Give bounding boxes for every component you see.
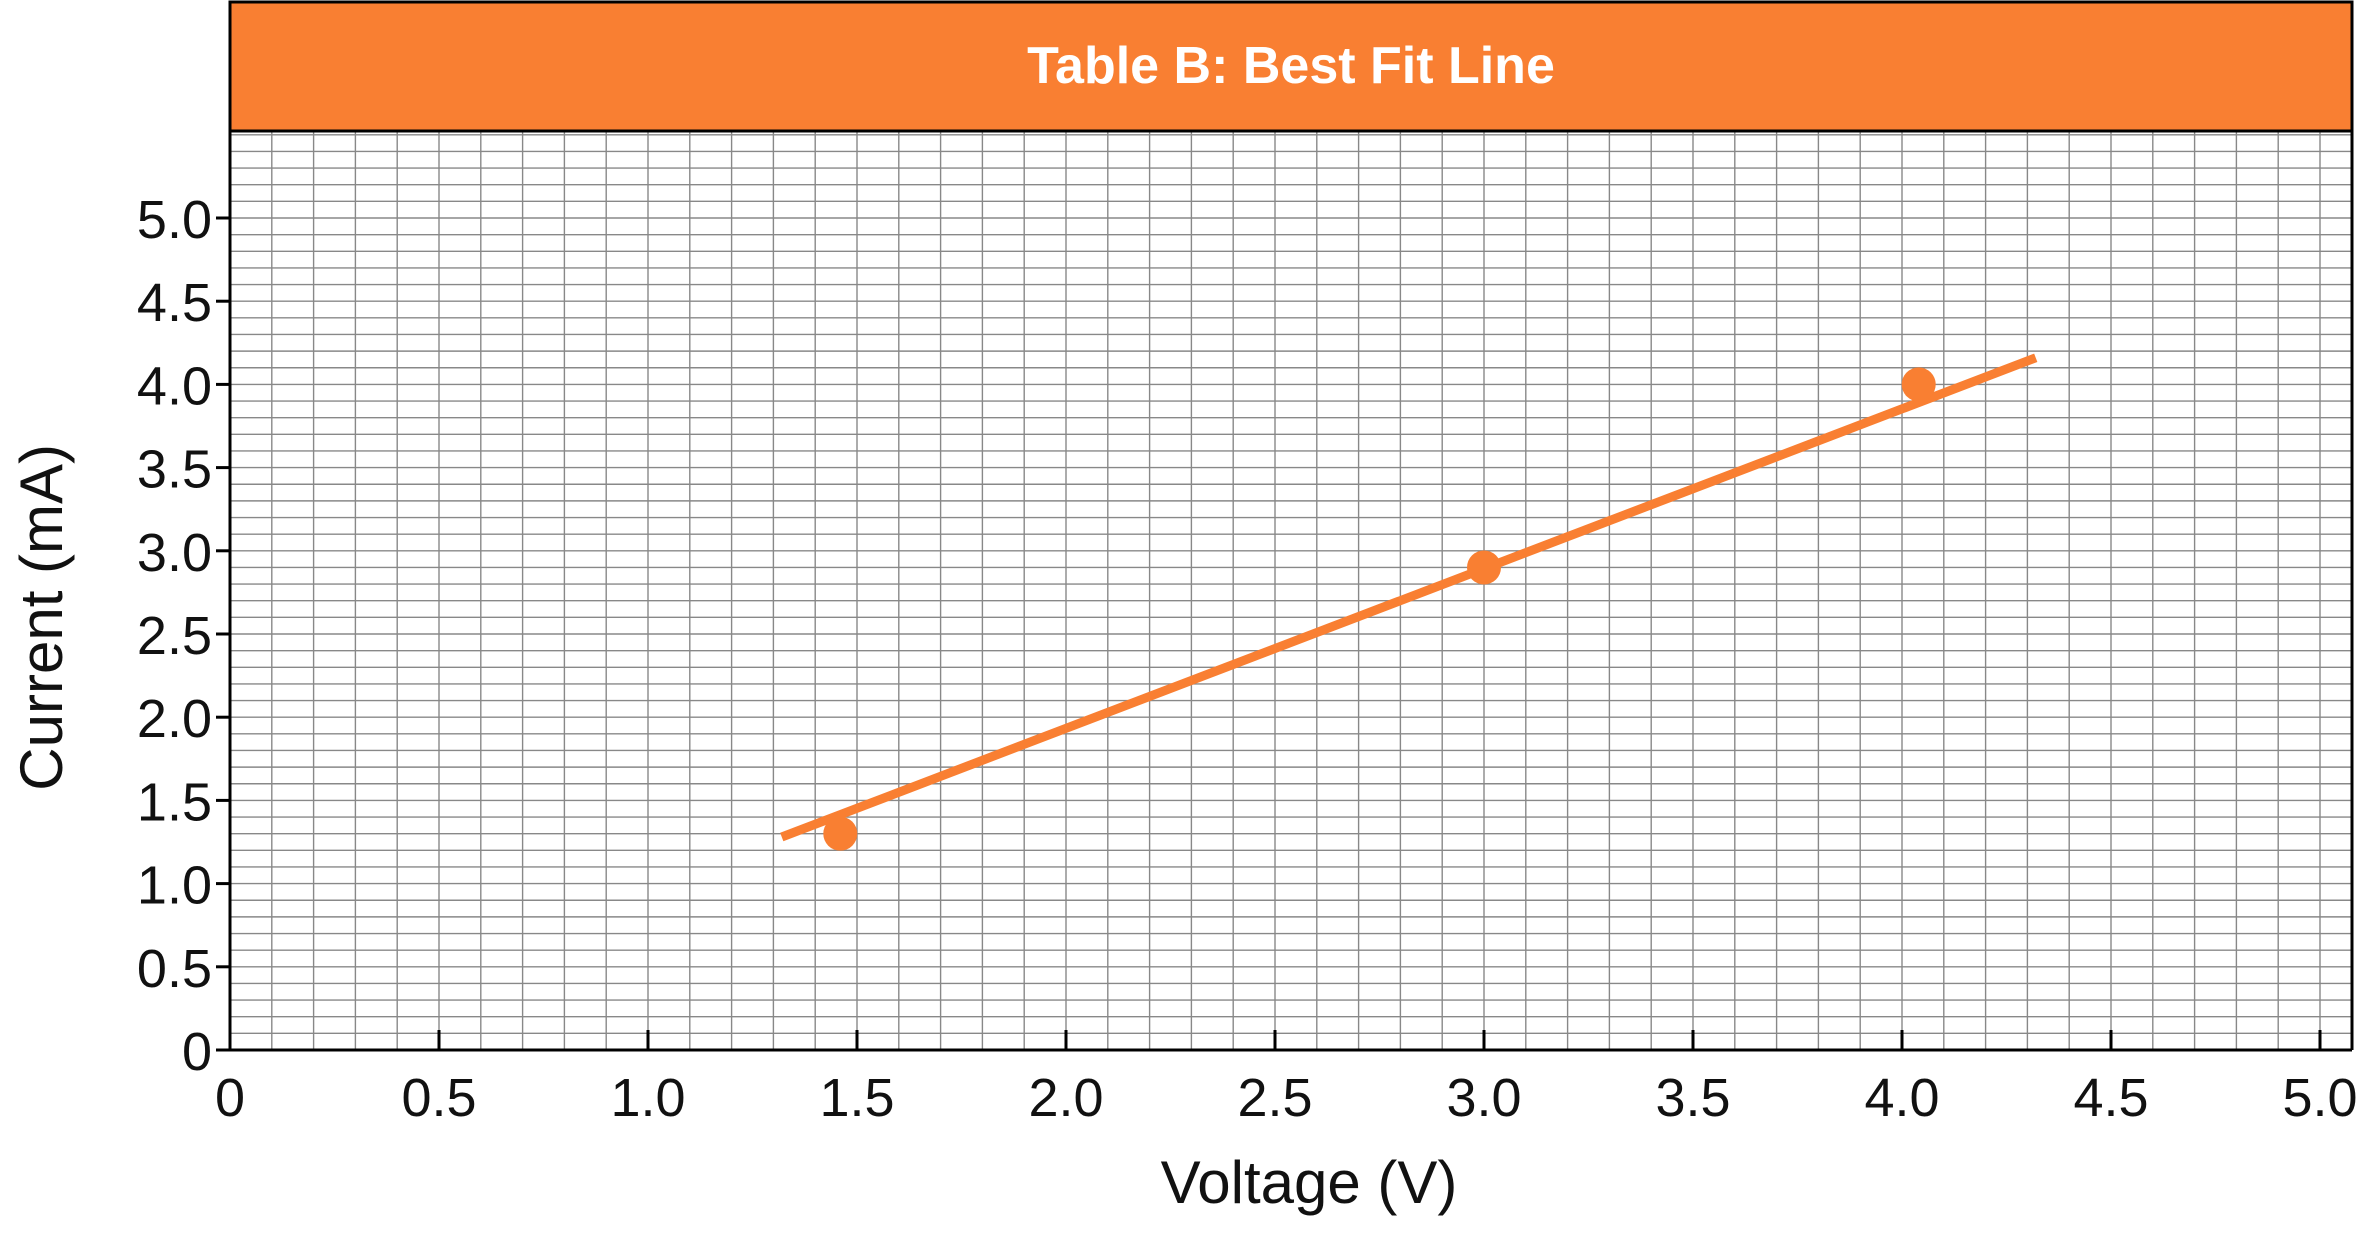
title-background <box>228 0 2354 133</box>
x-tick-label: 4.0 <box>1864 1068 1939 1128</box>
best-fit-line-group <box>780 353 2038 842</box>
y-axis-title: Current (mA) <box>8 444 75 791</box>
data-point <box>823 816 858 851</box>
best-fit-line <box>780 353 2038 842</box>
y-tick-label: 5.0 <box>137 190 212 250</box>
chart-title: Table B: Best Fit Line <box>1027 37 1555 95</box>
x-tick-label: 0.5 <box>401 1068 476 1128</box>
x-tick-label: 3.0 <box>1446 1068 1521 1128</box>
axes <box>228 2 2354 1052</box>
y-tick-label: 2.0 <box>137 689 212 749</box>
y-axis-ticks: 0 0.5 1.0 1.5 2.0 2.5 3.0 3.5 4.0 4.5 5.0 <box>137 190 230 1082</box>
y-tick-label: 2.5 <box>137 606 212 666</box>
data-points <box>823 367 1936 851</box>
x-tick-label: 4.5 <box>2073 1068 2148 1128</box>
y-tick-label: 0.5 <box>137 939 212 999</box>
x-tick-label: 1.0 <box>610 1068 685 1128</box>
x-tick-label: 1.5 <box>819 1068 894 1128</box>
data-point <box>1467 550 1501 585</box>
x-axis-ticks: 0 0.5 1.0 1.5 2.0 2.5 3.0 3.5 4.0 4.5 5.0 <box>215 1030 2356 1128</box>
data-point <box>1901 367 1936 402</box>
grid <box>229 131 2352 1051</box>
x-axis-title: Voltage (V) <box>1161 1149 1458 1216</box>
y-tick-label: 3.5 <box>137 440 212 500</box>
x-tick-label: 2.5 <box>1237 1068 1312 1128</box>
y-tick-label: 0 <box>182 1022 212 1082</box>
y-tick-label: 4.5 <box>137 273 212 333</box>
x-tick-label: 2.0 <box>1028 1068 1103 1128</box>
y-tick-label: 3.0 <box>137 523 212 583</box>
y-tick-label: 1.0 <box>137 856 212 916</box>
title-bar: Table B: Best Fit Line <box>228 0 2354 133</box>
y-tick-label: 1.5 <box>137 772 212 832</box>
y-tick-label: 4.0 <box>137 356 212 416</box>
x-tick-label: 3.5 <box>1655 1068 1730 1128</box>
x-tick-label: 0 <box>215 1068 245 1128</box>
x-tick-label: 5.0 <box>2282 1068 2356 1128</box>
